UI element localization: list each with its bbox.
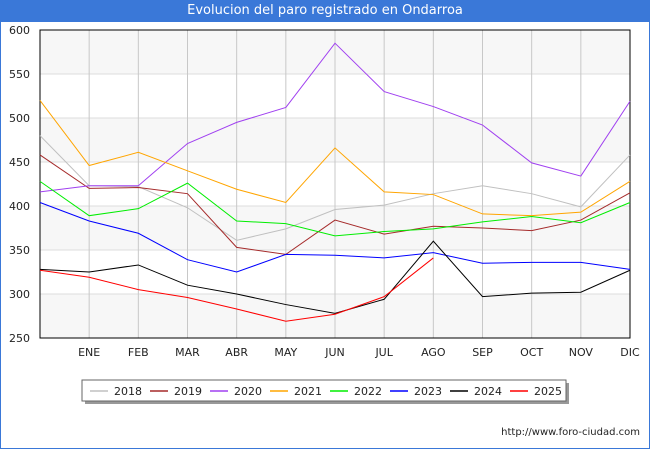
y-tick-label: 550 xyxy=(9,68,30,81)
x-tick-label: NOV xyxy=(569,346,594,359)
plot-border xyxy=(39,29,631,339)
series-line-2023 xyxy=(39,202,631,273)
x-tick-label: JUN xyxy=(324,346,345,359)
y-tick-label: 350 xyxy=(9,244,30,257)
x-tick-label: AGO xyxy=(421,346,446,359)
x-tick-label: ENE xyxy=(78,346,100,359)
legend-label-2018: 2018 xyxy=(114,385,142,398)
y-tick-label: 600 xyxy=(9,24,30,37)
legend-label-2025: 2025 xyxy=(534,385,562,398)
legend-box xyxy=(81,379,567,402)
series-line-2025 xyxy=(39,257,434,322)
y-tick-label: 400 xyxy=(9,200,30,213)
x-tick-label: SEP xyxy=(472,346,493,359)
x-tick-label: DIC xyxy=(620,346,640,359)
chart-title: Evolucion del paro registrado en Ondarro… xyxy=(0,0,650,22)
legend-label-2022: 2022 xyxy=(354,385,382,398)
legend: 2018 2019 2020 2021 2022 2023 2024 2025 xyxy=(81,379,569,404)
legend-label-2020: 2020 xyxy=(234,385,262,398)
x-tick-label: ABR xyxy=(225,346,248,359)
series-line-2019 xyxy=(39,154,631,255)
series-line-2024 xyxy=(39,240,631,314)
x-tick-label: MAR xyxy=(175,346,200,359)
y-tick-label: 250 xyxy=(9,332,30,345)
x-tick-label: FEB xyxy=(128,346,149,359)
legend-label-2019: 2019 xyxy=(174,385,202,398)
source-url[interactable]: http://www.foro-ciudad.com xyxy=(501,427,640,438)
x-tick-label: OCT xyxy=(520,346,543,359)
series-line-2022 xyxy=(39,180,631,237)
legend-label-2024: 2024 xyxy=(474,385,502,398)
legend-label-2023: 2023 xyxy=(414,385,442,398)
x-tick-label: MAY xyxy=(274,346,297,359)
series-line-2018 xyxy=(39,135,631,241)
x-tick-label: JUL xyxy=(374,346,393,359)
series-line-2021 xyxy=(39,100,631,217)
legend-label-2021: 2021 xyxy=(294,385,322,398)
y-tick-label: 500 xyxy=(9,112,30,125)
series-line-2020 xyxy=(39,42,631,193)
y-tick-label: 300 xyxy=(9,288,30,301)
y-tick-label: 450 xyxy=(9,156,30,169)
